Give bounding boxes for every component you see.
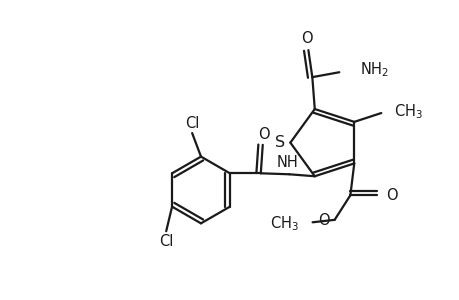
Text: O: O — [257, 127, 269, 142]
Text: S: S — [274, 135, 284, 150]
Text: CH$_3$: CH$_3$ — [393, 102, 422, 121]
Text: O: O — [301, 32, 312, 46]
Text: O: O — [386, 188, 397, 203]
Text: CH$_3$: CH$_3$ — [269, 214, 298, 232]
Text: NH$_2$: NH$_2$ — [359, 60, 388, 79]
Text: NH: NH — [276, 155, 298, 170]
Text: Cl: Cl — [159, 233, 173, 248]
Text: O: O — [317, 213, 329, 228]
Text: Cl: Cl — [185, 116, 199, 131]
